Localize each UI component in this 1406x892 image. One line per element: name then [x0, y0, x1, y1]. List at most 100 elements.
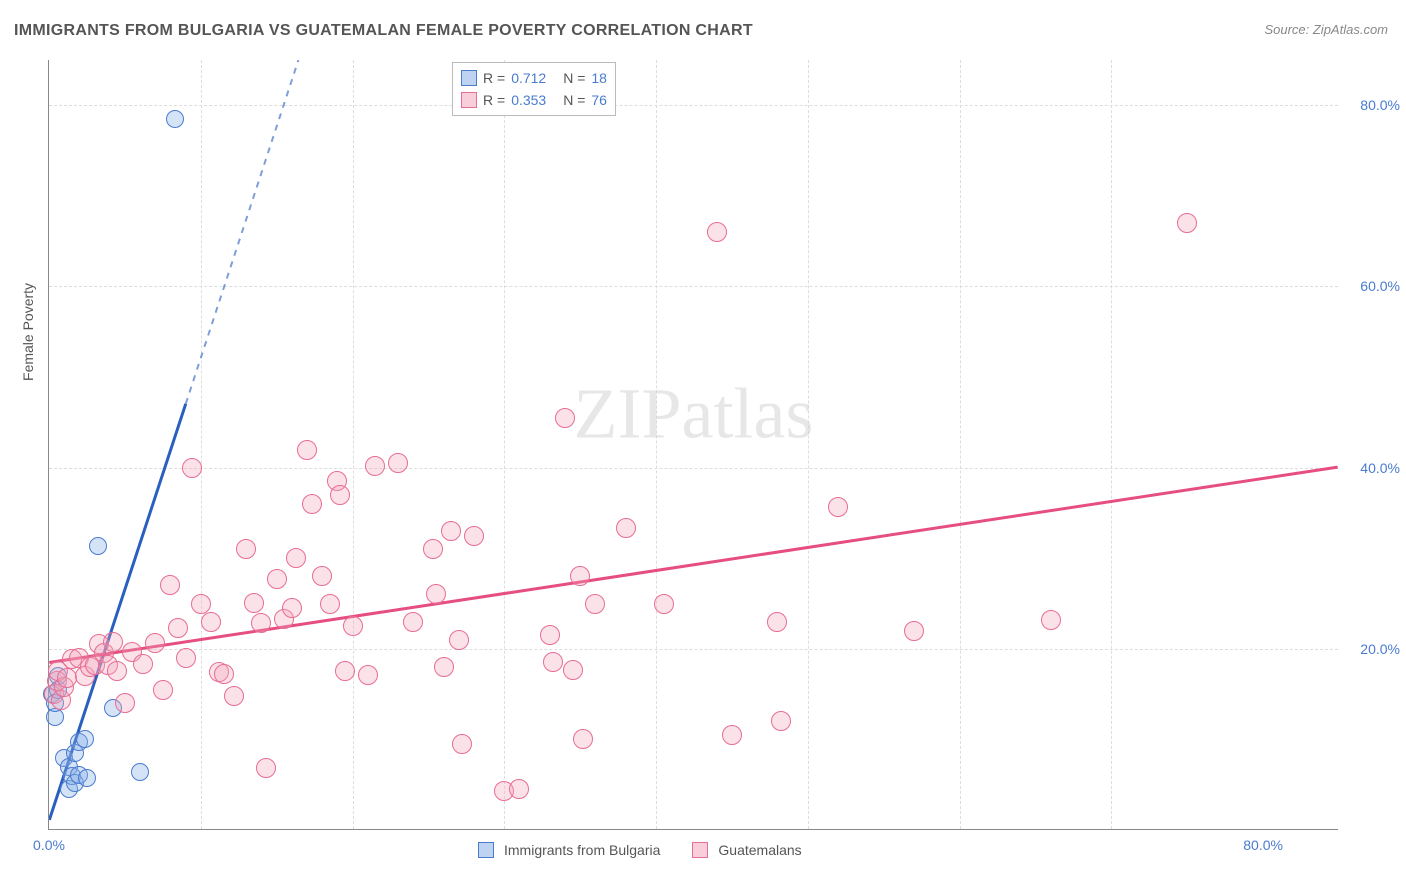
scatter-point — [722, 725, 742, 745]
scatter-point — [244, 593, 264, 613]
x-tick-label: 0.0% — [33, 837, 65, 853]
y-tick-label: 80.0% — [1360, 97, 1400, 113]
scatter-point — [214, 664, 234, 684]
legend-swatch — [461, 92, 477, 108]
scatter-point — [236, 539, 256, 559]
legend-n-value: 76 — [591, 92, 607, 108]
legend-stat-row: R = 0.353 N = 76 — [461, 89, 607, 111]
scatter-point — [176, 648, 196, 668]
scatter-point — [89, 537, 107, 555]
scatter-point — [1041, 610, 1061, 630]
chart-title: IMMIGRANTS FROM BULGARIA VS GUATEMALAN F… — [14, 22, 753, 40]
scatter-point — [76, 730, 94, 748]
scatter-point — [449, 630, 469, 650]
scatter-point — [335, 661, 355, 681]
x-tick-label: 80.0% — [1243, 837, 1283, 853]
gridline-v — [201, 60, 202, 829]
scatter-point — [767, 612, 787, 632]
scatter-point — [388, 453, 408, 473]
legend-stats: R = 0.712 N = 18 R = 0.353 N = 76 — [452, 62, 616, 116]
scatter-point — [153, 680, 173, 700]
gridline-h — [49, 468, 1338, 469]
gridline-h — [49, 105, 1338, 106]
y-tick-label: 20.0% — [1360, 641, 1400, 657]
scatter-point — [654, 594, 674, 614]
gridline-v — [960, 60, 961, 829]
legend-stat-row: R =0.712N =18 — [461, 67, 607, 89]
scatter-point — [403, 612, 423, 632]
scatter-point — [191, 594, 211, 614]
gridline-v — [656, 60, 657, 829]
trend-lines — [49, 60, 1338, 829]
scatter-point — [343, 616, 363, 636]
scatter-point — [182, 458, 202, 478]
scatter-point — [1177, 213, 1197, 233]
legend-series-label: Immigrants from Bulgaria — [504, 842, 660, 858]
legend-n-label: N = — [563, 70, 585, 86]
y-tick-label: 40.0% — [1360, 460, 1400, 476]
plot-area: ZIPatlas 20.0%40.0%60.0%80.0%0.0%80.0% — [48, 60, 1338, 830]
scatter-point — [131, 763, 149, 781]
scatter-point — [707, 222, 727, 242]
scatter-point — [224, 686, 244, 706]
scatter-point — [573, 729, 593, 749]
scatter-point — [330, 485, 350, 505]
legend-swatch — [692, 842, 708, 858]
scatter-point — [452, 734, 472, 754]
regression-line — [49, 467, 1337, 662]
scatter-point — [166, 110, 184, 128]
scatter-point — [616, 518, 636, 538]
scatter-point — [251, 613, 271, 633]
correlation-chart: IMMIGRANTS FROM BULGARIA VS GUATEMALAN F… — [0, 0, 1406, 892]
scatter-point — [828, 497, 848, 517]
scatter-point — [312, 566, 332, 586]
legend-swatch — [478, 842, 494, 858]
scatter-point — [302, 494, 322, 514]
source-label: Source: ZipAtlas.com — [1264, 22, 1388, 37]
scatter-point — [585, 594, 605, 614]
scatter-point — [358, 665, 378, 685]
scatter-point — [563, 660, 583, 680]
scatter-point — [282, 598, 302, 618]
scatter-point — [365, 456, 385, 476]
scatter-point — [434, 657, 454, 677]
scatter-point — [115, 693, 135, 713]
gridline-v — [504, 60, 505, 829]
scatter-point — [286, 548, 306, 568]
scatter-point — [555, 408, 575, 428]
legend-r-label: R = — [483, 92, 505, 108]
scatter-point — [297, 440, 317, 460]
scatter-point — [540, 625, 560, 645]
scatter-point — [423, 539, 443, 559]
legend-series: Immigrants from BulgariaGuatemalans — [478, 842, 824, 858]
legend-r-value: 0.712 — [511, 70, 557, 86]
scatter-point — [201, 612, 221, 632]
y-tick-label: 60.0% — [1360, 278, 1400, 294]
legend-n-value: 18 — [591, 70, 607, 86]
gridline-v — [808, 60, 809, 829]
gridline-h — [49, 286, 1338, 287]
regression-line-extrapolated — [186, 60, 299, 404]
scatter-point — [441, 521, 461, 541]
legend-n-label: N = — [563, 92, 585, 108]
scatter-point — [771, 711, 791, 731]
scatter-point — [78, 769, 96, 787]
scatter-point — [145, 633, 165, 653]
scatter-point — [160, 575, 180, 595]
scatter-point — [464, 526, 484, 546]
scatter-point — [168, 618, 188, 638]
scatter-point — [509, 779, 529, 799]
gridline-v — [1111, 60, 1112, 829]
scatter-point — [133, 654, 153, 674]
scatter-point — [904, 621, 924, 641]
scatter-point — [267, 569, 287, 589]
scatter-point — [426, 584, 446, 604]
scatter-point — [103, 632, 123, 652]
scatter-point — [256, 758, 276, 778]
scatter-point — [543, 652, 563, 672]
scatter-point — [107, 661, 127, 681]
legend-r-value: 0.353 — [511, 92, 557, 108]
scatter-point — [570, 566, 590, 586]
scatter-point — [320, 594, 340, 614]
y-axis-label: Female Poverty — [20, 283, 36, 381]
